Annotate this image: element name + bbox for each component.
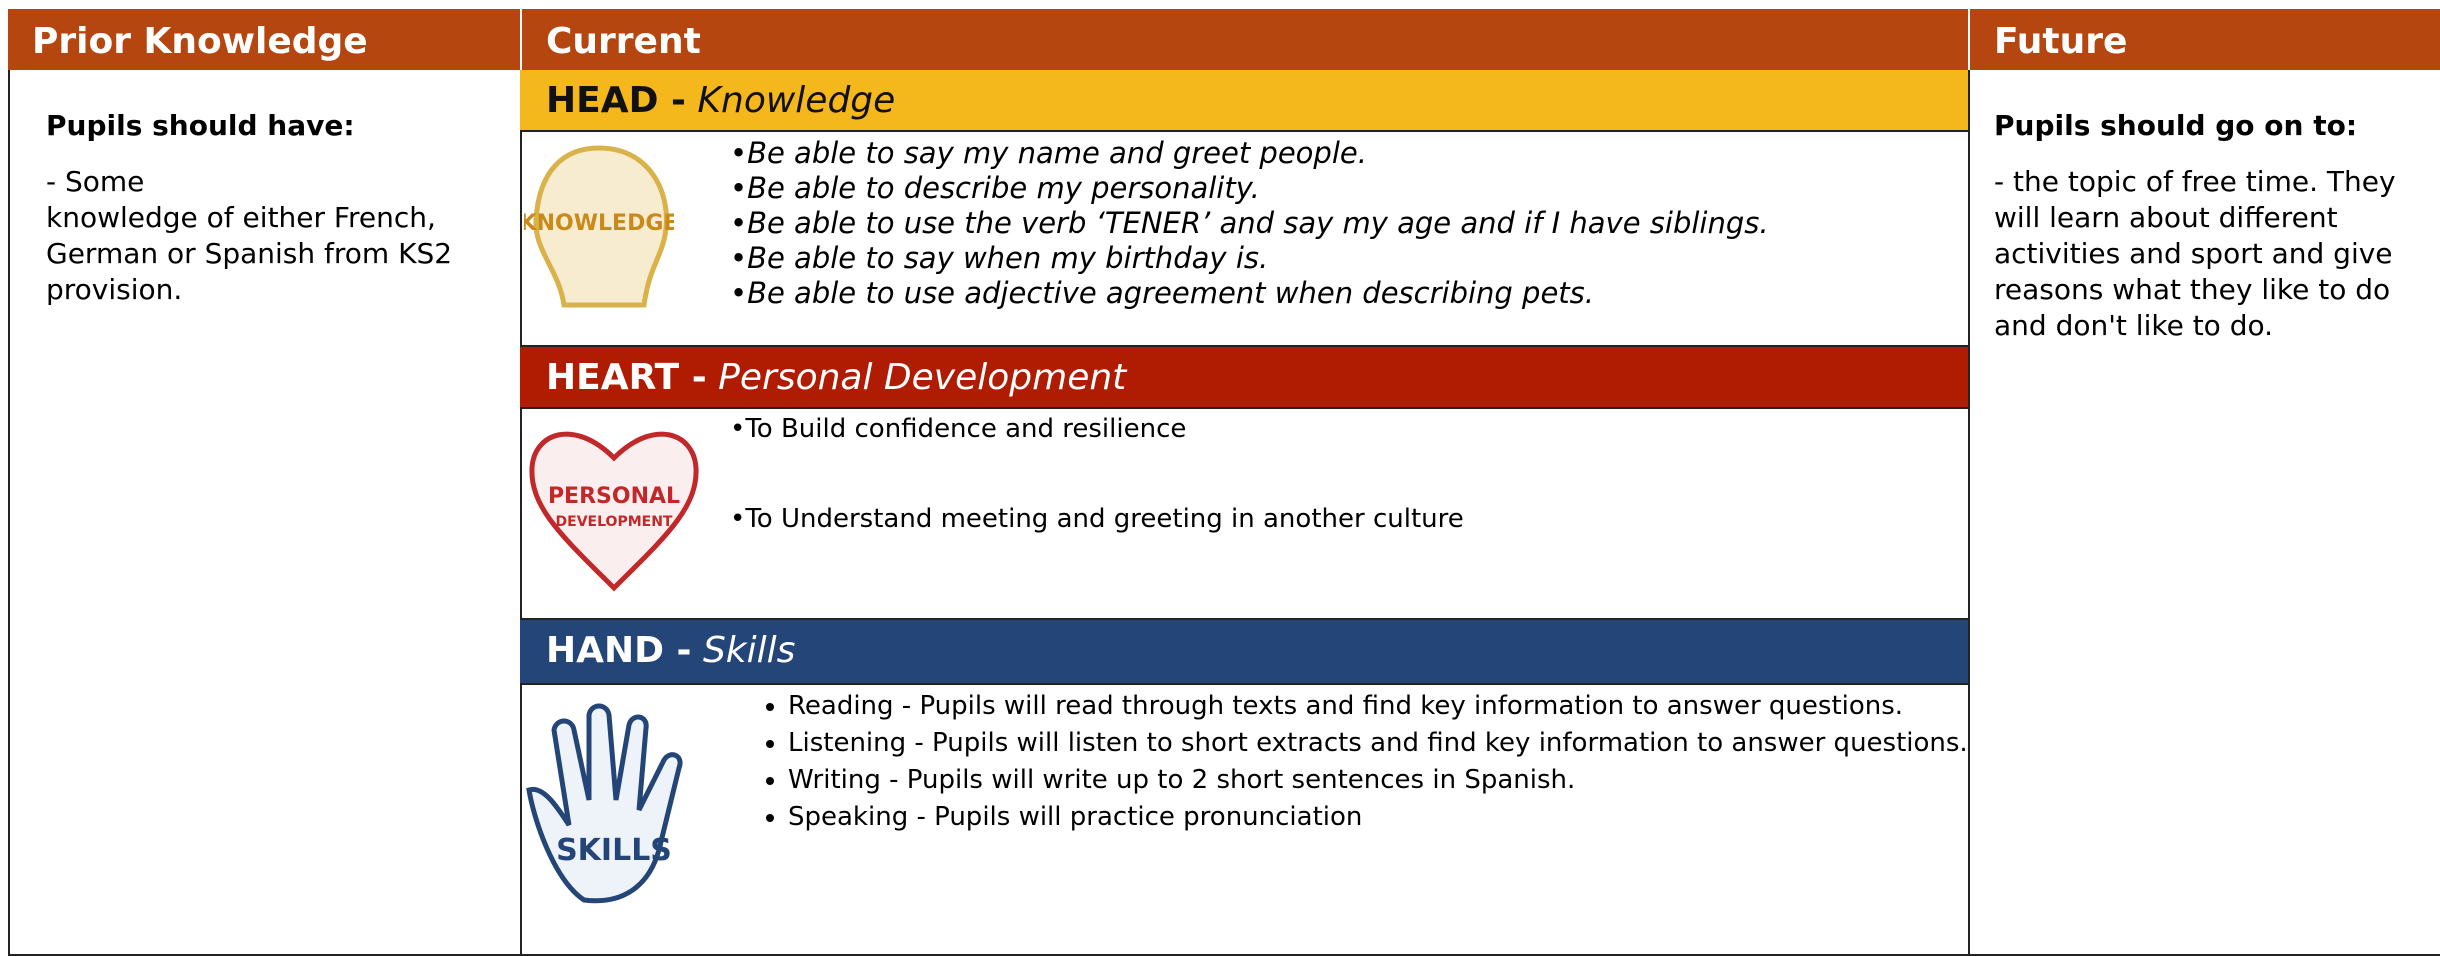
head-item: •Be able to describe my personality. xyxy=(730,171,1260,205)
heart-item: •To Understand meeting and greeting in a… xyxy=(730,504,1464,534)
hand-band: HAND - Skills xyxy=(520,618,1968,685)
head-item: •Be able to use the verb ‘TENER’ and say… xyxy=(730,206,1769,240)
svg-text:PERSONAL: PERSONAL xyxy=(548,484,680,509)
svg-text:DEVELOPMENT: DEVELOPMENT xyxy=(556,514,673,530)
svg-text:SKILLS: SKILLS xyxy=(556,833,672,868)
head-item: •Be able to use adjective agreement when… xyxy=(730,276,1594,310)
hand-item: Listening - Pupils will listen to short … xyxy=(788,725,1968,762)
future-text: - the topic of free time. They will lear… xyxy=(1994,165,2396,342)
svg-text:KNOWLEDGE: KNOWLEDGE xyxy=(524,211,674,236)
heart-item: •To Build confidence and resilience xyxy=(730,414,1187,444)
head-item: •Be able to say my name and greet people… xyxy=(730,136,1367,170)
heart-band: HEART - Personal Development xyxy=(520,347,1968,409)
head-subtitle: Knowledge xyxy=(697,80,896,121)
heart-icon: PERSONAL DEVELOPMENT xyxy=(529,431,699,592)
prior-column: Pupils should have: - Some knowledge of … xyxy=(8,70,522,956)
prior-line: knowledge of either French, German or Sp… xyxy=(46,201,453,306)
prior-line: - Some xyxy=(46,165,145,198)
head-band: HEAD - Knowledge xyxy=(520,70,1968,132)
prior-header: Prior Knowledge xyxy=(8,9,520,70)
future-column: Pupils should go on to: - the topic of f… xyxy=(1968,70,2440,956)
hand-item: Reading - Pupils will read through texts… xyxy=(788,688,1968,725)
hand-label: HAND - xyxy=(546,630,692,671)
future-header: Future xyxy=(1968,9,2440,70)
hand-item: Speaking - Pupils will practice pronunci… xyxy=(788,799,1968,836)
head-icon: KNOWLEDGE xyxy=(524,145,674,308)
heart-label: HEART - xyxy=(546,357,707,398)
heart-subtitle: Personal Development xyxy=(718,357,1127,398)
head-label: HEAD - xyxy=(546,80,686,121)
hand-items: Reading - Pupils will read through texts… xyxy=(740,688,1968,836)
current-column xyxy=(520,70,1970,956)
head-item: •Be able to say when my birthday is. xyxy=(730,241,1269,275)
hand-subtitle: Skills xyxy=(702,630,796,671)
hand-item: Writing - Pupils will write up to 2 shor… xyxy=(788,762,1968,799)
hand-icon: SKILLS xyxy=(526,703,683,904)
prior-heading: Pupils should have: xyxy=(46,109,355,142)
head-items: •Be able to say my name and greet people… xyxy=(730,136,1769,311)
future-heading: Pupils should go on to: xyxy=(1994,109,2358,142)
current-header: Current xyxy=(520,9,1968,70)
